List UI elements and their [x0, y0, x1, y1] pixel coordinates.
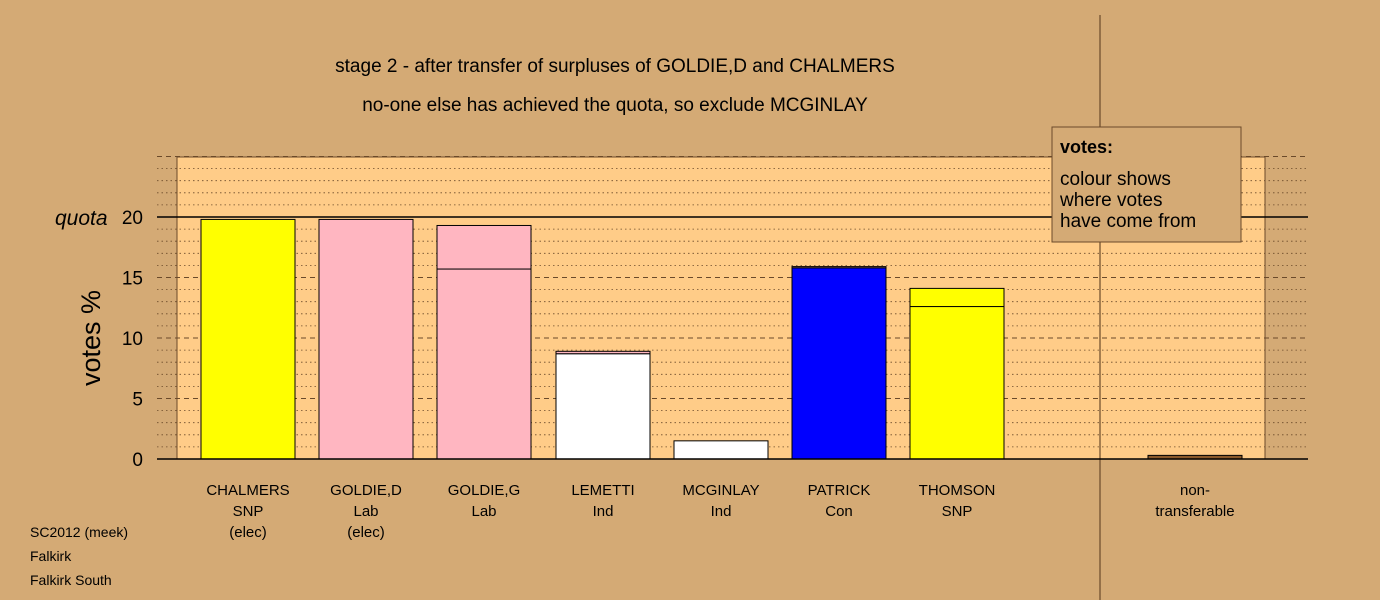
footer-line: Falkirk: [30, 548, 72, 564]
y-ticks: 0 5 10 15 20: [122, 208, 143, 471]
legend-title: votes:: [1060, 137, 1113, 157]
category-label: CHALMERS: [206, 482, 289, 499]
category-labels: CHALMERS SNP (elec) GOLDIE,D Lab (elec) GOLDIE…: [206, 482, 1234, 541]
bar-segment: [555, 353, 651, 460]
y-tick-label: 20: [122, 208, 143, 229]
category-label: non-: [1180, 482, 1210, 499]
chart-subtitle: no-one else has achieved the quota, so e…: [362, 95, 868, 116]
category-label: SNP: [233, 503, 264, 520]
category-label: Lab: [471, 503, 496, 520]
category-label: transferable: [1155, 503, 1234, 520]
bars-group: [200, 218, 1243, 460]
bar-segment: [791, 267, 887, 460]
category-label: PATRICK: [808, 482, 871, 499]
bar-segment: [673, 440, 769, 460]
legend-line: colour shows: [1060, 169, 1171, 190]
bar-segment: [436, 224, 532, 270]
category-label: Lab: [353, 503, 378, 520]
bar-segment: [436, 268, 532, 460]
bar-segment: [555, 350, 651, 355]
footer-line: SC2012 (meek): [30, 524, 128, 540]
category-label: THOMSON: [919, 482, 996, 499]
category-label: GOLDIE,D: [330, 482, 402, 499]
category-label: SNP: [942, 503, 973, 520]
legend: votes: colour shows where votes have com…: [1051, 126, 1242, 243]
y-tick-label: 5: [132, 390, 143, 411]
y-tick-label: 0: [132, 450, 143, 471]
category-label: Ind: [593, 503, 614, 520]
category-label: Con: [825, 503, 853, 520]
bar-segment: [909, 287, 1005, 308]
y-axis-label: votes %: [76, 290, 106, 386]
bar-segment: [909, 306, 1005, 460]
category-label: Ind: [711, 503, 732, 520]
legend-line: where votes: [1059, 190, 1162, 211]
category-label: LEMETTI: [571, 482, 634, 499]
chart-title: stage 2 - after transfer of surpluses of…: [335, 56, 895, 77]
footer-line: Falkirk South: [30, 572, 112, 588]
bar-segment: [318, 218, 414, 460]
footer: SC2012 (meek) Falkirk Falkirk South: [30, 524, 128, 588]
category-label: GOLDIE,G: [448, 482, 521, 499]
category-label: (elec): [229, 524, 267, 541]
legend-line: have come from: [1060, 211, 1196, 232]
category-label: (elec): [347, 524, 385, 541]
y-tick-label: 15: [122, 269, 143, 290]
quota-label: quota: [55, 207, 108, 230]
y-tick-label: 10: [122, 329, 143, 350]
bar-segment: [791, 266, 887, 269]
bar-segment: [200, 218, 296, 460]
category-label: MCGINLAY: [682, 482, 759, 499]
legend-box: [1051, 126, 1242, 243]
